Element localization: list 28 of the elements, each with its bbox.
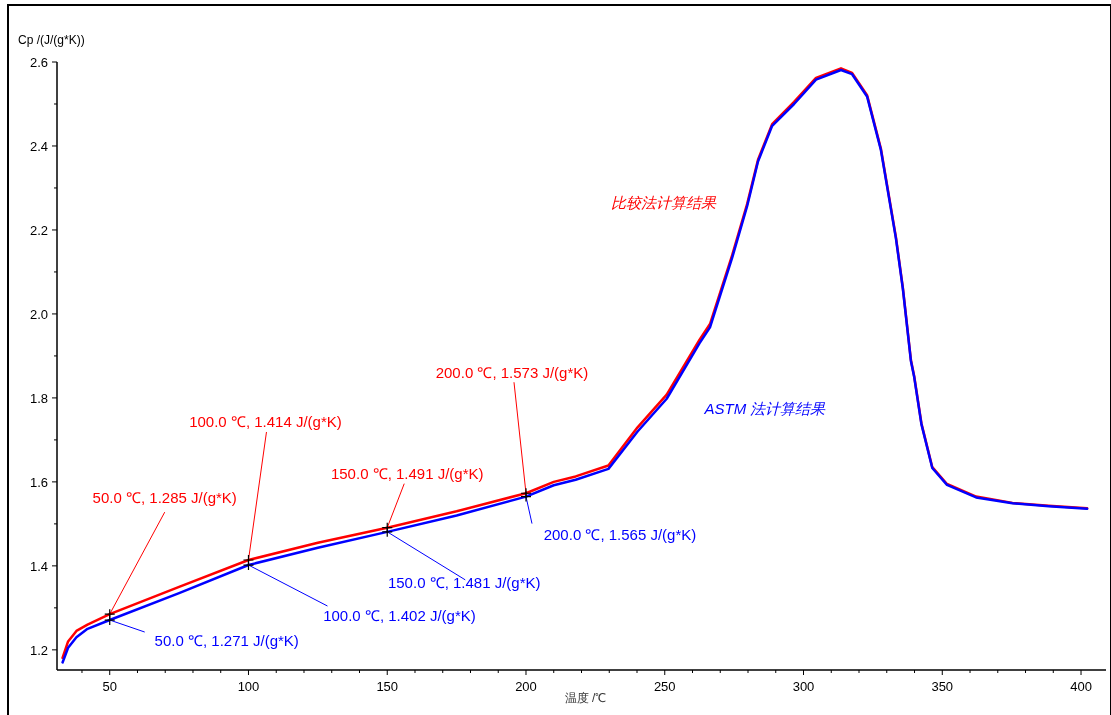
- annotation: 150.0 ℃, 1.491 J/(g*K): [330, 464, 484, 482]
- y-tick-label: 1.8: [29, 390, 48, 406]
- y-tick-label: 2.4: [29, 138, 48, 154]
- x-tick-label: 150: [376, 679, 399, 694]
- y-tick-label: 2.6: [29, 55, 48, 70]
- x-tick-label: 350: [931, 679, 954, 694]
- x-tick-label: 400: [1070, 679, 1092, 694]
- x-tick-label: 300: [792, 679, 815, 694]
- x-tick-label: 50: [102, 679, 117, 694]
- x-axis-title: 温度 /℃: [564, 691, 607, 705]
- annotation: 200.0 ℃, 1.565 J/(g*K): [543, 525, 697, 543]
- text: ASTM 法计算结果: [703, 400, 827, 417]
- annotation: 100.0 ℃, 1.414 J/(g*K): [189, 412, 342, 430]
- annotation: 100.0 ℃, 1.402 J/(g*K): [323, 607, 476, 625]
- y-tick-label: 2.2: [29, 222, 48, 238]
- y-tick-label: 2.0: [29, 306, 48, 322]
- x-tick-label: 200: [515, 679, 537, 694]
- x-tick-label: 100: [237, 679, 260, 694]
- annotation: 50.0 ℃, 1.285 J/(g*K): [92, 489, 237, 507]
- annotation: 200.0 ℃, 1.573 J/(g*K): [435, 364, 589, 382]
- y-tick-label: 1.2: [29, 642, 48, 658]
- x-tick-label: 250: [653, 679, 676, 694]
- y-axis-title: Cp /(J/(g*K)): [18, 33, 85, 47]
- series-label: 比较法计算结果: [610, 194, 717, 211]
- y-tick-label: 1.6: [29, 474, 48, 490]
- annotation: 50.0 ℃, 1.271 J/(g*K): [154, 632, 299, 650]
- annotation: 150.0 ℃, 1.481 J/(g*K): [387, 573, 541, 591]
- y-tick-label: 1.4: [29, 558, 48, 574]
